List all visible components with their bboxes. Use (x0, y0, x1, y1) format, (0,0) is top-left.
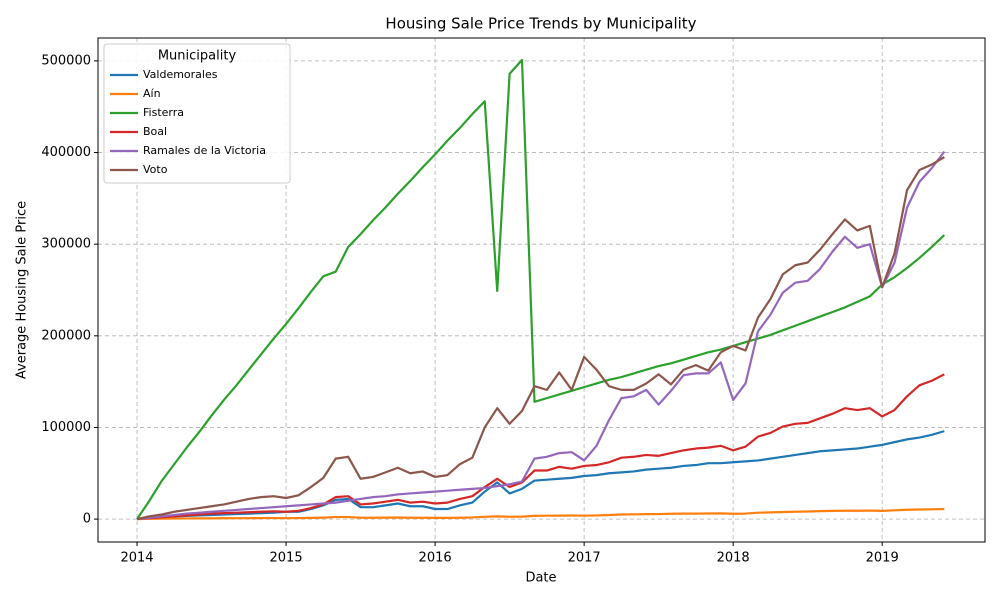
series-line (136, 430, 945, 521)
series-line (136, 373, 945, 521)
legend-box (103, 43, 291, 184)
x-tick-label: 2016 (419, 551, 452, 566)
legend-title: Municipality (158, 49, 237, 64)
x-tick-label: 2018 (717, 551, 750, 566)
y-tick-label: 300000 (41, 237, 91, 252)
y-tick-label: 500000 (41, 53, 91, 68)
plot-frame (97, 37, 986, 543)
x-tick-label: 2019 (866, 551, 899, 566)
y-tick-label: 0 (83, 512, 91, 527)
x-tick-label: 2017 (568, 551, 601, 566)
legend-label: Valdemorales (143, 68, 218, 81)
y-axis-label: Average Housing Sale Price (15, 201, 30, 379)
y-tick-label: 400000 (41, 145, 91, 160)
legend-label: Fisterra (143, 106, 184, 119)
series-line (136, 156, 945, 521)
y-tick-label: 100000 (41, 420, 91, 435)
series-line (136, 150, 946, 521)
y-tick-label: 200000 (41, 328, 91, 343)
legend-label: Boal (143, 125, 167, 138)
x-tick-label: 2015 (270, 551, 303, 566)
series-line (136, 58, 946, 520)
chart-title: Housing Sale Price Trends by Municipalit… (385, 15, 696, 33)
legend-label: Voto (143, 163, 168, 176)
legend-label: Ramales de la Victoria (143, 144, 266, 157)
x-axis-label: Date (525, 571, 556, 586)
legend: Municipality Valdemorales Aín Fisterra Boal… (103, 43, 291, 184)
legend-label: Aín (143, 87, 161, 100)
series-line (137, 507, 945, 521)
x-tick-label: 2014 (120, 551, 153, 566)
